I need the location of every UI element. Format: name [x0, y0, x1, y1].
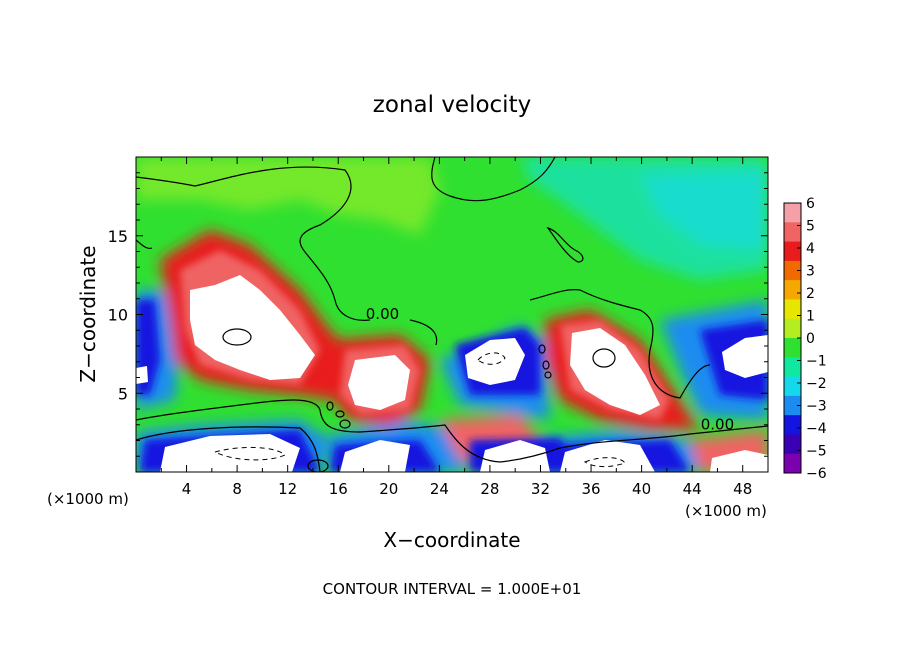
- zero-contour-bottom-left: [136, 426, 321, 472]
- colorbar-swatch: [784, 222, 801, 243]
- colorbar-label: 6: [806, 196, 815, 212]
- contour-loop-b: [335, 410, 345, 418]
- colorbar-swatch: [784, 299, 801, 320]
- contour-loop-d: [538, 344, 546, 354]
- colorbar-label: −4: [806, 421, 827, 437]
- white-core-bottom-5: [710, 450, 768, 472]
- contour-loop-f: [544, 371, 552, 379]
- colorbar-label: 3: [806, 264, 815, 280]
- colorbar-swatch: [784, 203, 801, 223]
- colorbar-swatch: [784, 241, 801, 262]
- zero-contour-upper-right: [431, 157, 556, 202]
- colorbar-swatch: [784, 395, 801, 416]
- x-tick-label: 48: [733, 480, 752, 498]
- white-core-right: [570, 328, 660, 415]
- x-unit-right: (×1000 m): [685, 502, 767, 520]
- zero-contour-upper-left: [136, 166, 371, 321]
- contour-loop-c: [326, 401, 334, 411]
- zero-contour-cyan-island: [546, 226, 584, 263]
- white-core-left: [190, 275, 315, 380]
- contour-loop-g: [222, 328, 252, 346]
- x-tick-label: 20: [379, 480, 398, 498]
- colorbar-label: 0: [806, 331, 815, 347]
- white-core-neg-mid: [465, 338, 525, 385]
- contour-loop-i: [307, 459, 329, 472]
- colorbar-swatch: [784, 280, 801, 300]
- x-axis-ticks: 4 8 12 16 20 24 28 32 36 40 44 48: [160, 157, 752, 498]
- colorbar-label: −2: [806, 376, 827, 392]
- zero-contour-left-small: [136, 239, 153, 250]
- zero-contour-right: [529, 289, 711, 399]
- y-axis-label: Z−coordinate: [76, 245, 100, 382]
- contour-loop-e: [542, 360, 550, 370]
- zero-contour-mid: [409, 319, 438, 346]
- contour-loop-a: [339, 419, 351, 429]
- plot-area: [136, 157, 768, 472]
- neg-contour-bottom-right: [583, 457, 626, 468]
- upper-cyan-light-region: [640, 170, 768, 250]
- colorbar: 6 5 4 3 2 1 0 −1 −2 −3 −4 −5 −6: [783, 196, 827, 482]
- x-unit-left: (×1000 m): [47, 490, 129, 508]
- x-axis-label: X−coordinate: [383, 528, 520, 552]
- colorbar-label: 4: [806, 241, 815, 257]
- white-core-mid: [348, 355, 410, 410]
- contour-interval-note: CONTOUR INTERVAL = 1.000E+01: [323, 580, 582, 598]
- colorbar-label: 5: [806, 219, 815, 235]
- x-tick-label: 12: [278, 480, 297, 498]
- x-tick-label: 24: [430, 480, 449, 498]
- x-tick-label: 32: [531, 480, 550, 498]
- colorbar-swatch: [784, 318, 801, 339]
- zero-contour-lower: [136, 399, 561, 463]
- x-tick-label: 44: [683, 480, 702, 498]
- x-tick-label: 28: [480, 480, 499, 498]
- white-core-bottom-2: [340, 440, 410, 472]
- white-core-bottom-1: [160, 434, 300, 472]
- white-cores: [136, 275, 768, 472]
- colorbar-swatch: [784, 357, 801, 378]
- y-tick-label: 10: [108, 306, 128, 325]
- negative-contours: [213, 352, 626, 468]
- chart-title: zonal velocity: [373, 92, 531, 118]
- colorbar-label: −3: [806, 399, 827, 415]
- colorbar-label: −1: [806, 354, 827, 370]
- colorbar-label: −5: [806, 444, 827, 460]
- x-tick-label: 4: [182, 480, 192, 498]
- contour-label: 0.00: [701, 415, 734, 433]
- contour-loop-h: [592, 348, 616, 368]
- contour-labels: 0.00 0.00: [366, 305, 734, 433]
- neg-contour-bottom-left: [213, 446, 286, 461]
- x-tick-label: 40: [632, 480, 651, 498]
- contour-label: 0.00: [366, 305, 399, 323]
- white-core-left-edge: [136, 366, 148, 384]
- colorbar-swatch: [784, 376, 801, 397]
- white-core-bottom-3: [480, 440, 550, 472]
- y-axis-ticks: 5 10 15: [108, 172, 768, 457]
- colorbar-swatch: [784, 260, 801, 281]
- neg-contour-mid: [477, 352, 506, 365]
- colorbar-label: 2: [806, 286, 815, 302]
- x-tick-label: 16: [329, 480, 348, 498]
- x-tick-label: 36: [581, 480, 600, 498]
- zero-contours: [136, 157, 768, 472]
- white-core-bottom-4: [560, 440, 655, 472]
- white-core-neg-right: [722, 335, 768, 378]
- y-tick-label: 5: [118, 384, 128, 403]
- colorbar-swatch: [784, 415, 801, 435]
- zero-contour-bottom-right: [559, 425, 768, 449]
- upper-yellowgreen-region: [136, 157, 440, 235]
- y-tick-label: 15: [108, 227, 128, 246]
- colorbar-swatch: [784, 434, 801, 455]
- x-tick-label: 8: [232, 480, 242, 498]
- colorbar-label: 1: [806, 309, 815, 325]
- colorbar-swatch: [784, 453, 801, 474]
- colorbar-label: −6: [806, 466, 827, 482]
- colorbar-swatch: [784, 338, 801, 358]
